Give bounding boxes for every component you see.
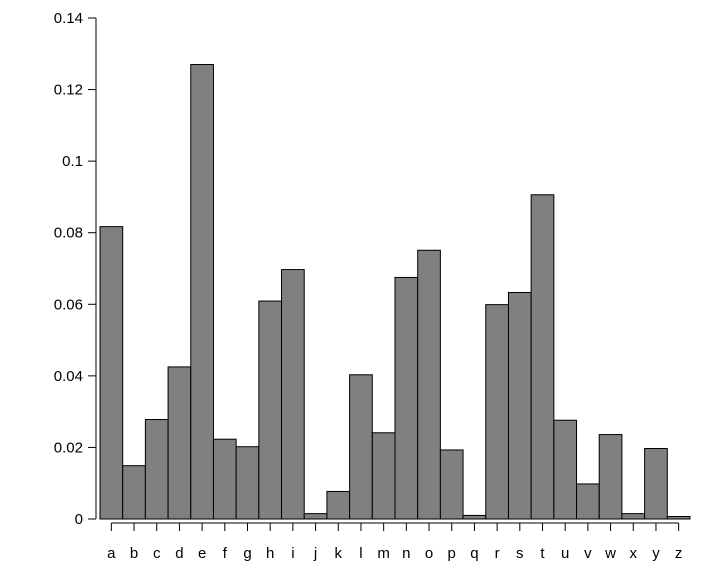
x-tick-label-m: m [377, 545, 390, 562]
y-tick-label: 0.12 [54, 82, 83, 99]
x-tick-label-k: k [335, 545, 343, 562]
y-axis: 0 0.02 0.04 0.06 0.08 0.1 0.12 0.14 [54, 10, 97, 528]
y-tick-label: 0.14 [54, 10, 83, 27]
bar-g [235, 446, 260, 520]
x-tick-label-c: c [153, 545, 161, 562]
bar-o [417, 249, 441, 520]
bar-i [281, 269, 305, 520]
x-tick-label-s: s [516, 545, 524, 562]
bar-v [576, 483, 600, 520]
bar-n [394, 276, 419, 520]
x-tick-label-g: g [243, 545, 251, 562]
bar-h [258, 300, 283, 520]
x-tick-label-p: p [448, 545, 456, 562]
bar-y [644, 448, 668, 520]
x-tick-label-y: y [652, 545, 660, 562]
y-tick-label: 0.08 [54, 225, 83, 242]
bar-s [507, 291, 532, 520]
bar-r [485, 304, 509, 520]
x-tick-label-u: u [561, 545, 569, 562]
x-tick-label-h: h [266, 545, 274, 562]
x-tick-label-j: j [313, 545, 317, 562]
bar-f [212, 438, 237, 520]
y-tick-label: 0 [75, 511, 83, 528]
bar-m [371, 432, 396, 520]
x-tick-label-d: d [175, 545, 183, 562]
bar-u [553, 419, 578, 520]
bar-e [190, 64, 214, 520]
y-tick-label: 0.02 [54, 439, 83, 456]
x-tick-label-i: i [291, 545, 294, 562]
x-tick-label-n: n [402, 545, 410, 562]
x-tick-label-t: t [540, 545, 545, 562]
bar-d [167, 366, 192, 520]
bar-l [349, 374, 373, 520]
bar-q [462, 514, 487, 520]
x-tick-label-b: b [130, 545, 138, 562]
x-tick-label-l: l [359, 545, 362, 562]
bar-t [530, 194, 555, 520]
x-tick-label-x: x [630, 545, 638, 562]
y-tick-label: 0.06 [54, 296, 83, 313]
x-tick-label-f: f [223, 545, 228, 562]
bar-p [439, 449, 464, 520]
bar-c [144, 419, 169, 520]
y-tick-label: 0.04 [54, 368, 83, 385]
x-tick-label-v: v [584, 545, 592, 562]
bar-x [621, 513, 646, 520]
bar-k [326, 490, 351, 520]
x-tick-label-w: w [604, 545, 616, 562]
bar-b [122, 465, 146, 520]
bars-group [99, 64, 691, 520]
bar-w [598, 434, 623, 520]
y-tick-label: 0.1 [62, 153, 83, 170]
x-tick-label-q: q [470, 545, 478, 562]
x-tick-label-z: z [675, 545, 683, 562]
x-tick-label-e: e [198, 545, 206, 562]
x-tick-label-a: a [107, 545, 116, 562]
bar-j [303, 513, 328, 520]
x-tick-label-o: o [425, 545, 433, 562]
x-tick-label-r: r [495, 545, 500, 562]
bar-z [666, 516, 691, 520]
bar-a [99, 226, 124, 520]
